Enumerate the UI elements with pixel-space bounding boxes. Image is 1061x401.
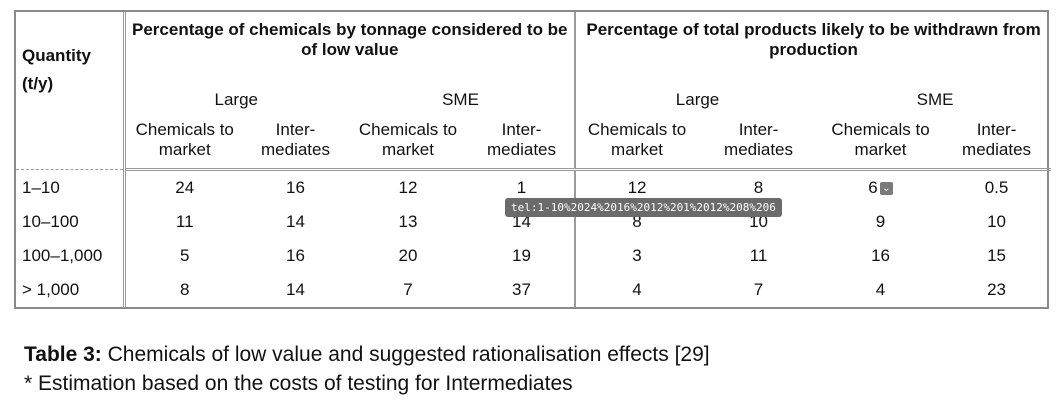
sub-header: Chemicals to market — [347, 117, 469, 171]
table-cell: 3 — [632, 246, 642, 265]
table-row: 100–1,000 5 16 20 19 3 11 16 15 — [16, 239, 1051, 273]
sub-header-line: Inter- — [738, 119, 779, 139]
sub-header-line: Inter- — [501, 119, 542, 139]
sub-header-line: Chemicals to — [831, 119, 930, 139]
table-cell: 15 — [987, 246, 1006, 265]
sub-header: Chemicals to market — [124, 117, 244, 171]
sub-header-line: market — [158, 139, 211, 159]
sub-header: Inter-mediates — [698, 117, 820, 171]
size-label-large: Large — [675, 89, 720, 109]
table-cell-with-dropdown: 6 ⌄ — [819, 169, 943, 205]
row-quantity: 1–10 — [16, 169, 126, 205]
table-cell: 4 — [875, 280, 886, 299]
caption-note: * Estimation based on the costs of testi… — [24, 372, 573, 395]
sub-header-line: Chemicals to — [358, 119, 458, 139]
table-cell: 8 — [632, 212, 642, 231]
table-cell: 0.5 — [942, 169, 1052, 205]
table-cell: 7 — [753, 280, 764, 299]
sub-header-line: market — [611, 139, 664, 159]
sub-header-line: mediates — [724, 139, 794, 159]
sub-header-line: market — [382, 139, 434, 159]
sub-header: Chemicals to market — [575, 117, 699, 171]
sub-header: Inter-mediates — [244, 117, 347, 171]
sub-header-line: Inter- — [976, 119, 1017, 139]
sub-header-line: mediates — [962, 139, 1032, 159]
table-cell: 12 — [347, 169, 469, 205]
table-cell: 16 — [244, 169, 347, 205]
table-cell: 11 — [749, 246, 768, 265]
data-table-container: Quantity (t/y) Percentage of chemicals b… — [14, 10, 1052, 309]
caption-label: Table 3: — [24, 343, 102, 366]
table-cell: 8 — [180, 280, 190, 299]
table-cell: 5 — [180, 246, 190, 265]
table-row: > 1,000 8 14 7 37 4 7 4 23 — [16, 273, 1051, 307]
link-tooltip: tel:1-10%2024%2016%2012%201%2012%208%206 — [505, 198, 782, 217]
table-cell: 16 — [871, 246, 890, 265]
quantity-header: Quantity (t/y) — [16, 12, 126, 170]
size-label-large: Large — [214, 89, 258, 109]
table-cell-value: 6 — [868, 178, 878, 197]
sub-header: Inter-mediates — [469, 117, 577, 171]
quantity-header-unit: (t/y) — [22, 74, 54, 93]
table-cell: 24 — [124, 169, 244, 205]
table-cell: 9 — [875, 212, 886, 231]
table-cell: 14 — [286, 212, 305, 231]
table-cell: 37 — [469, 273, 577, 307]
caption-text: Chemicals of low value and suggested rat… — [101, 343, 710, 366]
sub-header-line: mediates — [487, 139, 556, 159]
group-header-low-value: Percentage of chemicals by tonnage consi… — [124, 12, 577, 82]
sub-header-line: Inter- — [275, 119, 316, 139]
sub-header-line: Chemicals to — [587, 119, 687, 139]
table-cell: 10 — [987, 212, 1006, 231]
sub-header: Inter-mediates — [942, 117, 1052, 171]
table-cell: 7 — [403, 280, 413, 299]
size-label-sme: SME — [916, 89, 954, 109]
table-cell: 19 — [469, 239, 577, 273]
quantity-header-label: Quantity — [22, 46, 91, 65]
table-cell: 14 — [286, 280, 305, 299]
sub-header-line: Chemicals to — [135, 119, 234, 139]
size-label-sme: SME — [347, 81, 577, 118]
chevron-down-icon[interactable]: ⌄ — [879, 182, 893, 196]
group-header-withdrawn: Percentage of total products likely to b… — [586, 20, 1041, 59]
sub-header-line: mediates — [261, 139, 330, 159]
table-caption: Table 3: Chemicals of low value and sugg… — [24, 340, 710, 398]
table-cell: 20 — [398, 246, 418, 265]
data-table: Quantity (t/y) Percentage of chemicals b… — [16, 12, 1052, 307]
table-cell: 16 — [286, 246, 305, 265]
sub-header-line: market — [854, 139, 907, 159]
sub-header: Chemicals to market — [819, 117, 943, 171]
table-cell: 4 — [632, 280, 642, 299]
row-quantity: 100–1,000 — [16, 239, 126, 273]
row-quantity: > 1,000 — [16, 273, 126, 307]
table-cell: 13 — [398, 212, 418, 231]
row-quantity: 10–100 — [16, 205, 126, 239]
table-cell: 11 — [175, 212, 194, 231]
table-cell: 23 — [987, 280, 1006, 299]
